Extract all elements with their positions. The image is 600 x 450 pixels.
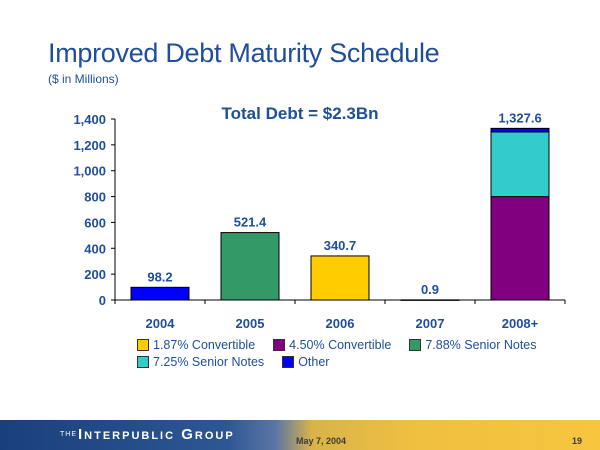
y-tick-label: 200 <box>84 267 106 282</box>
y-tick-label: 0 <box>99 293 106 308</box>
legend-swatch <box>137 356 149 368</box>
y-tick-label: 800 <box>84 190 106 205</box>
bar-2008-4-50-convertible <box>490 196 550 301</box>
chart-title: Total Debt = $2.3Bn <box>222 104 379 123</box>
legend-row-1: 1.87% Convertible 4.50% Convertible 7.88… <box>137 338 555 352</box>
bar-2008-7-25-senior-notes <box>490 131 550 198</box>
bar-2005-7-88-senior-notes <box>220 232 280 301</box>
x-tick-label: 2006 <box>326 316 355 331</box>
legend-label: Other <box>298 355 330 369</box>
y-tick-label: 1,200 <box>73 138 106 153</box>
bar-2008-other <box>490 127 550 133</box>
legend-label: 4.50% Convertible <box>289 338 392 352</box>
legend-label: 7.25% Senior Notes <box>153 355 265 369</box>
bar-total-label: 0.9 <box>421 282 439 297</box>
legend-item-7-25-senior-notes: 7.25% Senior Notes <box>137 355 264 369</box>
y-tick-label: 1,400 <box>73 112 106 127</box>
legend-label: 1.87% Convertible <box>153 338 256 352</box>
bar-total-label: 98.2 <box>147 269 172 284</box>
slide-title: Improved Debt Maturity Schedule <box>48 38 440 68</box>
footer-date: May 7, 2004 <box>296 436 347 446</box>
legend-item-1-87-convertible: 1.87% Convertible <box>137 338 255 352</box>
bar-2007-other <box>400 299 460 301</box>
bar-2004-other <box>130 286 190 301</box>
x-tick-label: 2007 <box>416 316 445 331</box>
legend-item-other: Other <box>282 355 329 369</box>
legend-row-2: 7.25% Senior Notes Other <box>137 355 347 369</box>
footer-brand-prefix: THE <box>60 431 77 438</box>
bar-2006-1-87-convertible <box>310 255 370 301</box>
x-tick-label: 2005 <box>236 316 265 331</box>
x-tick-label: 2008+ <box>502 316 539 331</box>
legend-swatch <box>137 339 149 351</box>
bar-total-label: 1,327.6 <box>498 110 541 125</box>
y-tick-label: 600 <box>84 215 106 230</box>
footer-bar <box>0 420 600 450</box>
debt-maturity-chart: 0 200 400 600 800 1,000 1,200 1,400 2004 2005 2006… <box>73 104 566 331</box>
legend-swatch <box>409 339 422 351</box>
bar-total-label: 340.7 <box>324 238 357 253</box>
legend-swatch <box>273 339 286 351</box>
footer-brand-logo: Interpublic Group <box>78 426 235 443</box>
slide-subtitle: ($ in Millions) <box>48 72 119 86</box>
y-tick-label: 400 <box>84 241 106 256</box>
bar-total-label: 521.4 <box>234 215 267 230</box>
legend-swatch <box>282 356 295 368</box>
legend-label: 7.88% Senior Notes <box>425 338 537 352</box>
x-tick-label: 2004 <box>146 316 176 331</box>
y-tick-label: 1,000 <box>73 164 106 179</box>
legend-item-4-50-convertible: 4.50% Convertible <box>273 338 391 352</box>
legend-item-7-88-senior-notes: 7.88% Senior Notes <box>409 338 537 352</box>
page-number: 19 <box>572 436 583 446</box>
